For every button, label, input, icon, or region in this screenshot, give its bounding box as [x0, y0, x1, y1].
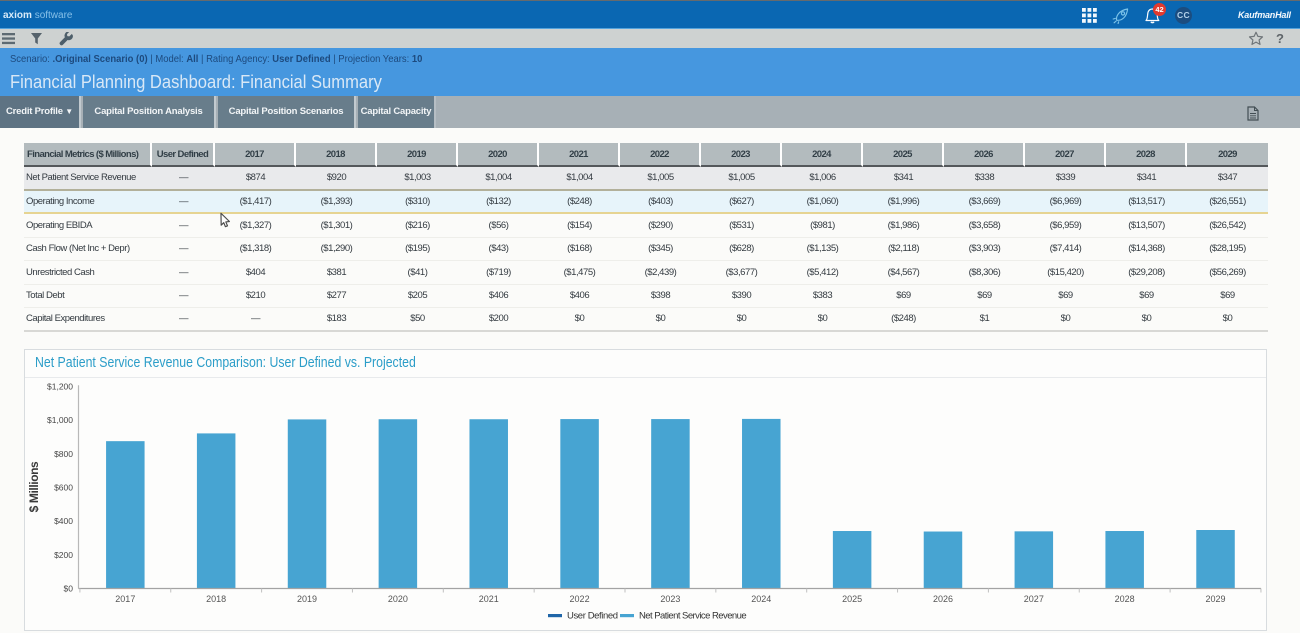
svg-text:2028: 2028 — [1115, 594, 1135, 604]
svg-text:$ Millions: $ Millions — [27, 461, 41, 512]
svg-text:2023: 2023 — [660, 594, 680, 604]
svg-text:2024: 2024 — [751, 594, 771, 604]
svg-text:2022: 2022 — [570, 594, 590, 604]
svg-text:$0: $0 — [64, 584, 74, 594]
svg-text:$200: $200 — [54, 550, 73, 560]
svg-text:2029: 2029 — [1206, 594, 1226, 604]
svg-text:$800: $800 — [54, 449, 73, 459]
svg-text:2017: 2017 — [115, 594, 135, 604]
svg-text:$400: $400 — [54, 516, 73, 526]
svg-text:$600: $600 — [54, 482, 73, 492]
svg-text:2020: 2020 — [388, 594, 408, 604]
svg-text:2027: 2027 — [1024, 594, 1044, 604]
svg-text:2018: 2018 — [206, 594, 226, 604]
svg-text:Net Patient Service Revenue: Net Patient Service Revenue — [639, 611, 746, 622]
svg-text:User Defined: User Defined — [567, 611, 618, 622]
svg-text:2019: 2019 — [297, 594, 317, 604]
svg-text:$1,000: $1,000 — [47, 415, 73, 425]
svg-text:2021: 2021 — [479, 594, 499, 604]
svg-text:2025: 2025 — [842, 594, 862, 604]
svg-text:2026: 2026 — [933, 594, 953, 604]
svg-text:$1,200: $1,200 — [47, 381, 73, 391]
